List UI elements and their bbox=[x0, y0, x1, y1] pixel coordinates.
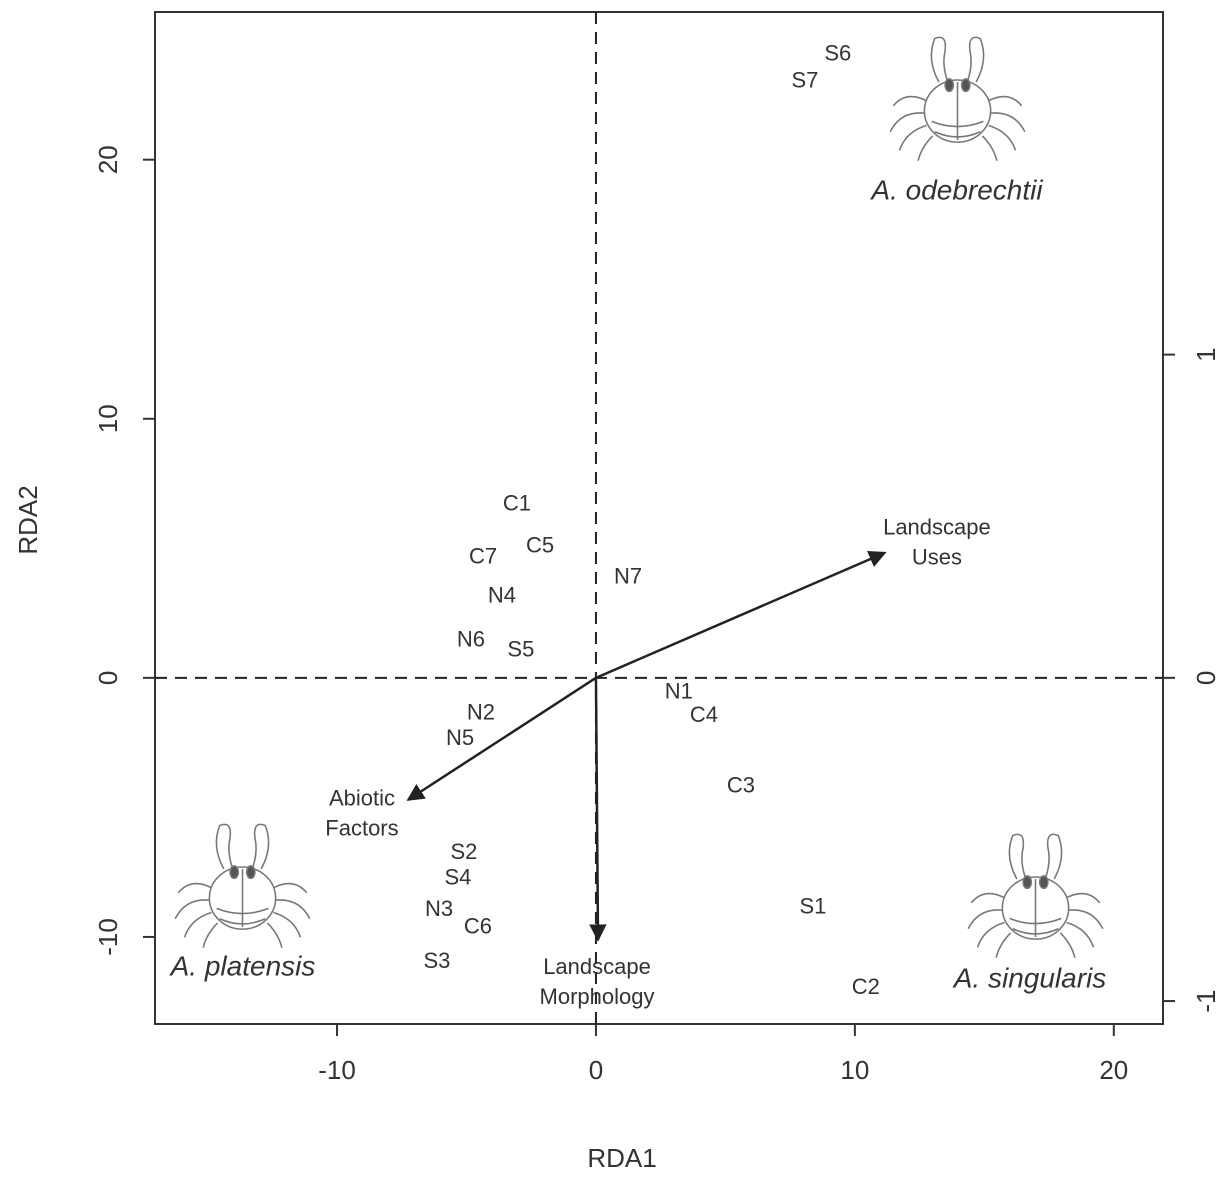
arrow-label: Uses bbox=[912, 545, 962, 570]
site-label: C2 bbox=[852, 974, 880, 999]
crab-illustration bbox=[889, 36, 1026, 162]
site-label: S3 bbox=[424, 948, 451, 973]
biplot-arrow bbox=[595, 550, 887, 680]
site-label: N5 bbox=[446, 725, 474, 750]
biplot-arrow bbox=[589, 677, 607, 942]
arrow-label: Factors bbox=[325, 816, 398, 841]
arrow-label: Morphology bbox=[540, 984, 655, 1009]
x-tick-label: 10 bbox=[840, 1055, 869, 1085]
site-label: S6 bbox=[824, 41, 851, 66]
site-label: S2 bbox=[450, 839, 477, 864]
y-axis-title: RDA2 bbox=[13, 485, 43, 554]
species-label: A. singularis bbox=[952, 962, 1107, 993]
x-tick-label: 0 bbox=[589, 1055, 603, 1085]
arrow-label: Landscape bbox=[543, 954, 651, 979]
y2-tick-label: 0 bbox=[1191, 671, 1221, 685]
site-label: C7 bbox=[469, 544, 497, 569]
crab-illustration bbox=[174, 823, 311, 949]
biplot-arrow bbox=[406, 676, 597, 801]
site-label: S4 bbox=[444, 865, 471, 890]
site-label: C4 bbox=[690, 702, 718, 727]
arrow-label: Abiotic bbox=[329, 786, 395, 811]
site-label: N6 bbox=[457, 627, 485, 652]
crab-illustration bbox=[967, 833, 1104, 959]
site-label: S1 bbox=[799, 894, 826, 919]
species-label: A. odebrechtii bbox=[869, 174, 1043, 205]
x-tick-label: 20 bbox=[1099, 1055, 1128, 1085]
y2-tick-label: -1 bbox=[1191, 989, 1221, 1012]
site-label: C3 bbox=[727, 773, 755, 798]
y-tick-label: -10 bbox=[93, 918, 123, 956]
plot-frame bbox=[154, 11, 1164, 1025]
y-tick-label: 10 bbox=[93, 404, 123, 433]
site-label: C1 bbox=[503, 491, 531, 516]
y-tick-label: 20 bbox=[93, 145, 123, 174]
site-label: N7 bbox=[614, 564, 642, 589]
site-label: C6 bbox=[464, 914, 492, 939]
site-label: S7 bbox=[791, 68, 818, 93]
site-label: N2 bbox=[467, 700, 495, 725]
site-label: N3 bbox=[425, 896, 453, 921]
species-label: A. platensis bbox=[169, 950, 316, 981]
arrow-label: Landscape bbox=[883, 515, 991, 540]
site-label: C5 bbox=[526, 533, 554, 558]
site-label: N4 bbox=[488, 583, 516, 608]
x-axis-title: RDA1 bbox=[587, 1143, 656, 1173]
site-label: N1 bbox=[665, 679, 693, 704]
x-tick-label: -10 bbox=[318, 1055, 356, 1085]
y-tick-label: 0 bbox=[93, 671, 123, 685]
y2-tick-label: 1 bbox=[1191, 347, 1221, 361]
site-label: S5 bbox=[507, 637, 534, 662]
